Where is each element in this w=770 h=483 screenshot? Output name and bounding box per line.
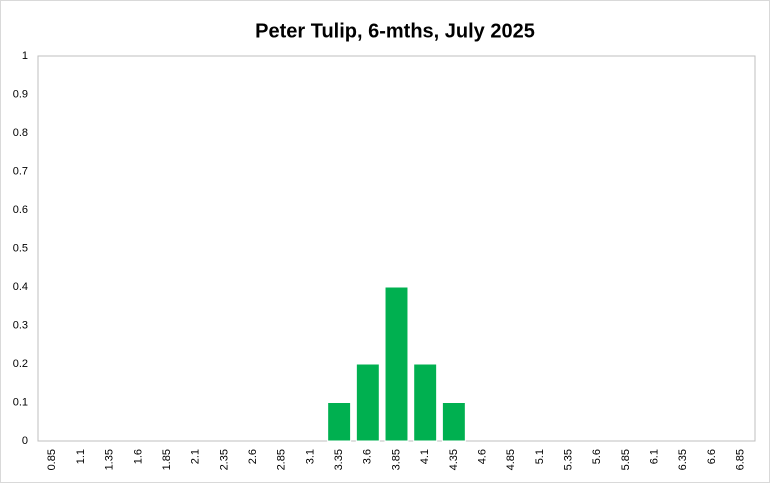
x-tick-label: 5.85 bbox=[620, 449, 632, 470]
y-tick-label: 0 bbox=[22, 435, 28, 447]
x-tick-label: 0.85 bbox=[46, 449, 58, 470]
x-tick-label: 6.35 bbox=[677, 449, 689, 470]
x-tick-label: 5.1 bbox=[534, 449, 546, 464]
x-tick-label: 3.6 bbox=[362, 449, 374, 464]
y-tick-label: 1 bbox=[22, 50, 28, 62]
x-tick-label: 4.1 bbox=[419, 449, 431, 464]
chart-title: Peter Tulip, 6-mths, July 2025 bbox=[255, 20, 535, 42]
x-tick-label: 6.1 bbox=[649, 449, 661, 464]
x-tick-label: 4.6 bbox=[476, 449, 488, 464]
x-tick-label: 5.6 bbox=[591, 449, 603, 464]
x-tick-label: 5.35 bbox=[562, 449, 574, 470]
y-tick-label: 0.7 bbox=[13, 165, 28, 177]
x-tick-label: 1.1 bbox=[75, 449, 87, 464]
bar bbox=[327, 402, 352, 442]
x-tick-label: 6.85 bbox=[735, 449, 747, 470]
x-tick-label: 3.1 bbox=[304, 449, 316, 464]
x-tick-label: 2.85 bbox=[276, 449, 288, 470]
x-tick-label: 2.1 bbox=[190, 449, 202, 464]
y-tick-label: 0.2 bbox=[13, 358, 28, 370]
bar bbox=[413, 363, 438, 442]
x-tick-label: 1.85 bbox=[161, 449, 173, 470]
y-tick-label: 0.3 bbox=[13, 319, 28, 331]
y-tick-label: 0.5 bbox=[13, 242, 28, 254]
x-tick-label: 1.6 bbox=[132, 449, 144, 464]
bar bbox=[384, 286, 409, 442]
bar bbox=[355, 363, 380, 442]
y-tick-label: 0.9 bbox=[13, 88, 28, 100]
y-tick-label: 0.4 bbox=[13, 281, 28, 293]
x-tick-label: 4.85 bbox=[505, 449, 517, 470]
x-tick-label: 6.6 bbox=[706, 449, 718, 464]
x-tick-label: 2.35 bbox=[218, 449, 230, 470]
x-tick-label: 2.6 bbox=[247, 449, 259, 464]
x-tick-label: 4.35 bbox=[448, 449, 460, 470]
x-tick-label: 3.35 bbox=[333, 449, 345, 470]
bar bbox=[441, 402, 466, 442]
x-tick-label: 1.35 bbox=[104, 449, 116, 470]
y-tick-label: 0.1 bbox=[13, 396, 28, 408]
y-tick-label: 0.6 bbox=[13, 204, 28, 216]
y-tick-label: 0.8 bbox=[13, 127, 28, 139]
x-tick-label: 3.85 bbox=[390, 449, 402, 470]
